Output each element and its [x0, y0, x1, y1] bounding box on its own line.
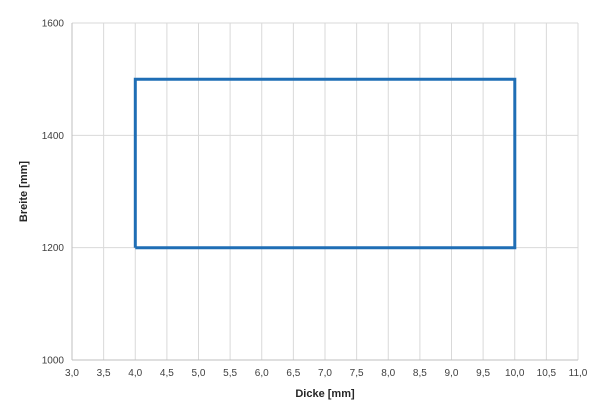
x-tick-label: 11,0 [569, 368, 588, 379]
x-tick-label: 10,0 [505, 368, 525, 379]
grid-layer [72, 22, 579, 360]
x-tick-label: 5,5 [223, 368, 237, 379]
x-tick-label: 4,5 [160, 368, 174, 379]
x-tick-label: 8,0 [381, 368, 395, 379]
x-tick-label: 6,0 [255, 368, 269, 379]
x-tick-label: 8,5 [413, 368, 427, 379]
x-tick-label: 3,0 [65, 368, 79, 379]
y-tick-label: 1200 [42, 243, 65, 254]
y-tick-label: 1400 [42, 131, 65, 142]
y-axis-title: Breite [mm] [18, 161, 30, 222]
x-tick-label: 3,5 [97, 368, 111, 379]
y-tick-label: 1000 [42, 356, 65, 367]
x-tick-label: 10,5 [537, 368, 557, 379]
axis-layer [71, 23, 578, 361]
x-axis-title: Dicke [mm] [295, 388, 355, 400]
x-tick-label: 6,5 [286, 368, 300, 379]
x-tick-label: 4,0 [128, 368, 142, 379]
series-line-0 [133, 77, 517, 250]
series-layer [133, 77, 517, 250]
y-tick-label: 1600 [42, 19, 65, 30]
x-tick-label: 9,0 [445, 368, 459, 379]
x-tick-label: 9,5 [476, 368, 490, 379]
x-tick-label: 7,5 [350, 368, 364, 379]
x-tick-label: 7,0 [318, 368, 332, 379]
x-tick-label: 5,0 [192, 368, 206, 379]
tick-label-layer: 3,0 3,5 4,0 4,5 5,0 5,5 6,0 6,5 7,0 7,5 8,0 8,5 9,0 9… [42, 19, 588, 380]
